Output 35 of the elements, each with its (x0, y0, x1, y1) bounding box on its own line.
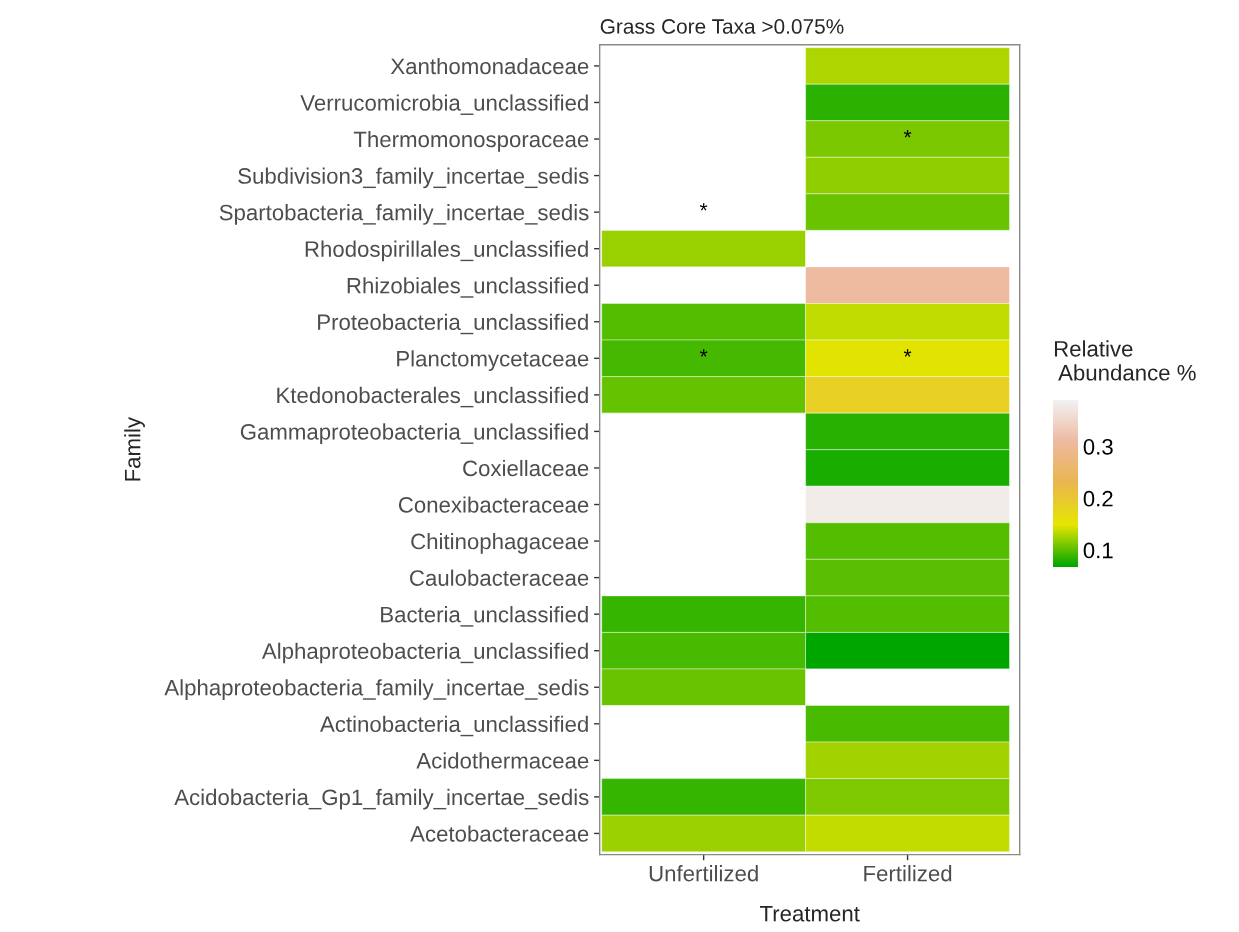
y-tick-label: Ktedonobacterales_unclassified (277, 386, 588, 408)
y-tick-label: Planctomycetaceae (397, 350, 589, 371)
y-tick-label: Rhodospirillales_unclassified (305, 240, 588, 262)
color-bar-label: 0.1 (1083, 542, 1113, 559)
y-tick-label: Spartobacteria_family_incertae_sedis (219, 204, 589, 225)
y-tick-label: Chitinophagaceae (411, 533, 589, 554)
color-bar-label: 0.3 (1083, 438, 1113, 455)
y-tick-label: Proteobacteria_unclassified (318, 313, 588, 335)
y-tick-label: Gammaproteobacteria_unclassified (240, 423, 588, 445)
chart-title: Grass Core Taxa >0.075% (600, 19, 844, 34)
x-tick-label: Unfertilized (649, 865, 758, 882)
y-tick-label: Alphaproteobacteria_family_incertae_sedis (164, 679, 589, 700)
y-tick-label: Coxiellaceae (463, 459, 589, 477)
y-tick-label: Rhizobiales_unclassified (347, 277, 588, 298)
y-axis-title: Family (124, 417, 145, 481)
y-tick-label: Alphaproteobacteria_unclassified (261, 642, 588, 664)
x-tick-label: Fertilized (864, 865, 952, 882)
y-tick-label: Bacteria_unclassified (381, 606, 588, 627)
y-tick-label: Conexibacteraceae (398, 496, 589, 513)
text: * (699, 203, 708, 211)
data-label: * (699, 349, 708, 357)
y-tick-label: Acidobacteria_Gp1_family_incertae_sedis (174, 788, 589, 810)
y-tick-label: Subdivision3_family_incertae_sedis (238, 167, 589, 189)
y-tick-label: Actinobacteria_unclassified (320, 715, 588, 737)
y-tick-label: Caulobacteraceae (410, 569, 589, 586)
y-tick-label: Acidothermaceae (416, 752, 589, 769)
y-tick-label: Thermomonosporaceae (353, 130, 589, 152)
y-tick-label: Verrucomicrobia_unclassified (300, 94, 588, 115)
data-label: * (903, 349, 912, 357)
data-label: * (903, 130, 912, 138)
color-bar-title: Relative Abundance % (1054, 340, 1196, 381)
y-tick-label: Acetobacteraceae (410, 825, 589, 842)
x-axis-title: Treatment (759, 906, 860, 922)
y-tick-label: Xanthomonadaceae (390, 57, 589, 75)
color-bar-label: 0.2 (1083, 490, 1113, 507)
